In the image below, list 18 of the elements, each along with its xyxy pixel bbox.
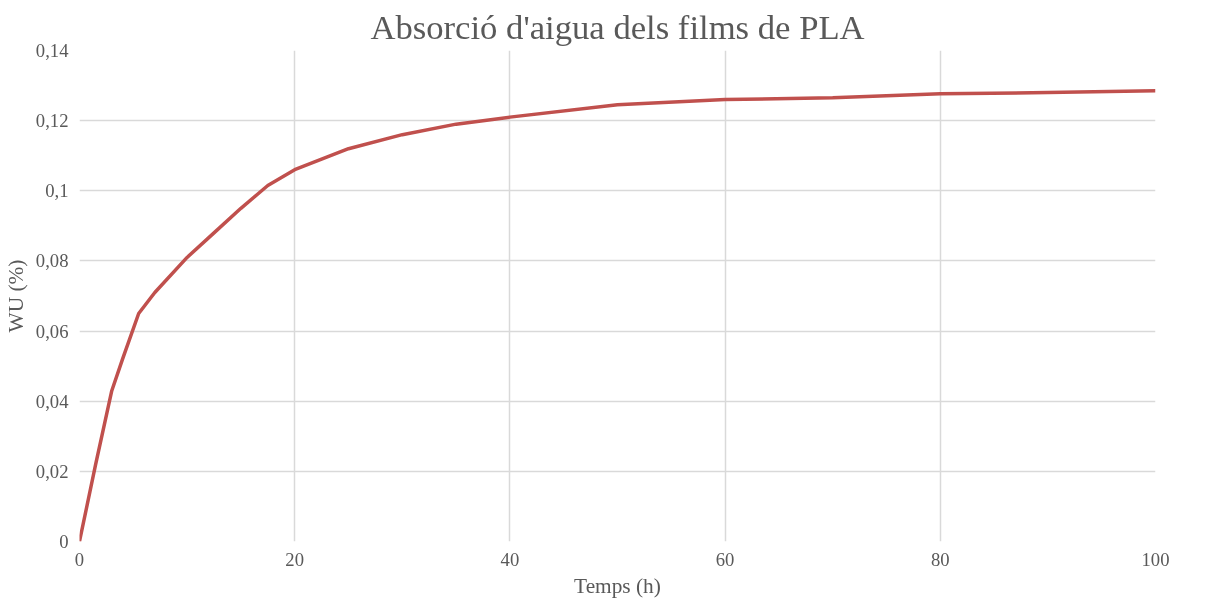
x-axis-title: Temps (h) (574, 573, 661, 598)
y-tick-label: 0,08 (35, 250, 69, 272)
x-tick-label: 80 (930, 548, 950, 570)
y-tick-label: 0,04 (35, 390, 70, 412)
line-series (79, 89, 1156, 542)
x-tick-label: 100 (1141, 548, 1170, 570)
y-tick-label: 0,02 (35, 460, 69, 482)
x-tick-label: 20 (285, 548, 305, 570)
y-tick-label: 0,12 (35, 110, 69, 132)
x-tick-label: 0 (74, 548, 85, 570)
y-tick-label: 0,1 (45, 180, 69, 202)
x-tick-label: 60 (715, 548, 735, 570)
y-tick-label: 0,14 (35, 40, 70, 61)
x-tick-label: 40 (500, 548, 520, 570)
y-tick-label: 0,06 (35, 320, 69, 342)
y-tick-label: 0 (59, 531, 69, 552)
chart-title: Absorció d'aigua dels films de PLA (370, 7, 865, 46)
y-axis-title: WU (%) (3, 259, 28, 333)
